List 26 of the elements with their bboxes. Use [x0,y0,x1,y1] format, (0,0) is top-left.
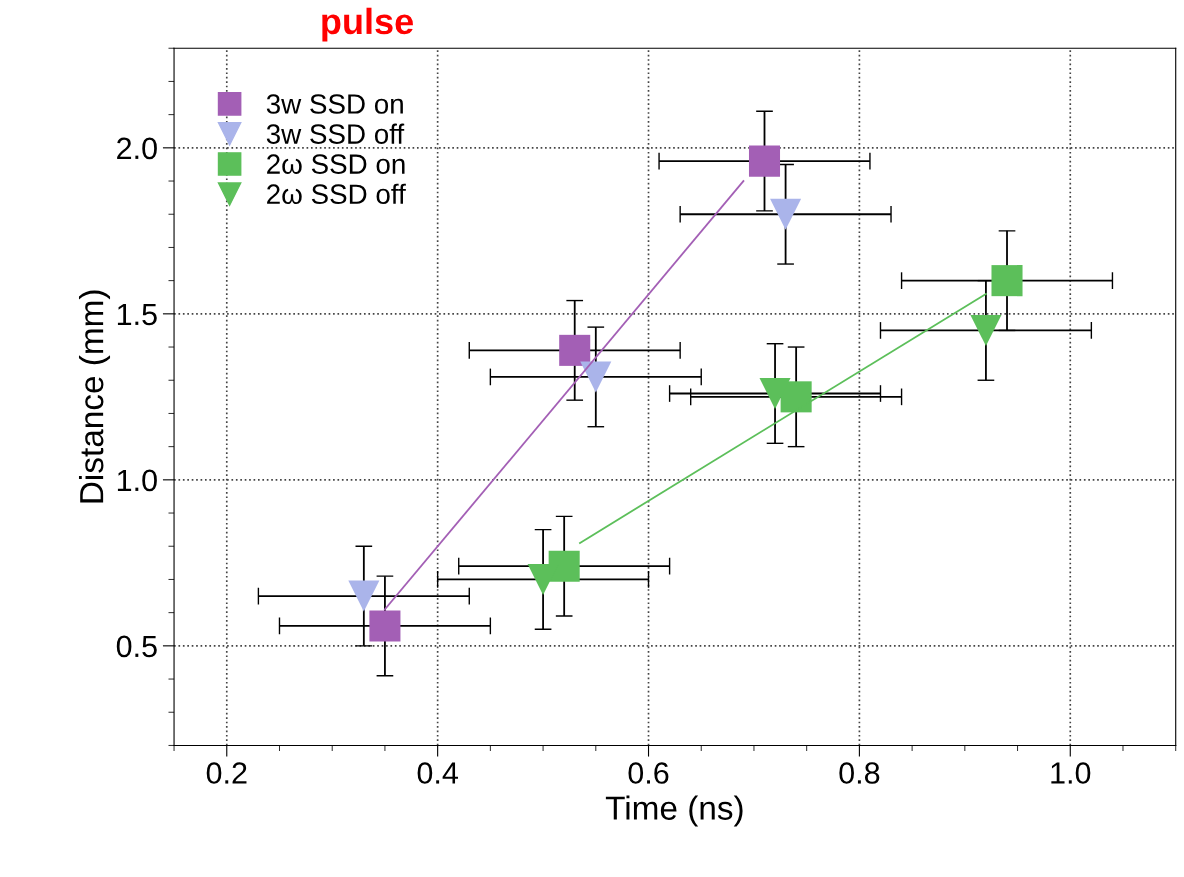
legend-label: 2ω SSD off [267,183,406,205]
point [759,377,791,410]
y-tick-label: 0.5 [116,635,157,658]
legend-label: 3w SSD off [266,123,405,144]
y-axis-title: Distance (mm) [78,290,111,503]
point [580,361,612,393]
point [559,334,591,366]
legend-label: 3w SSD on [266,94,403,114]
text: pulse [322,7,413,42]
x-tick-label: 0.4 [417,762,458,784]
point [369,610,401,642]
x-axis-title: Time (ns) [605,795,743,827]
y-tick-label: 2.0 [117,137,157,160]
point [348,580,380,612]
x-tick-label: 0.2 [206,762,247,784]
point [770,198,802,230]
point [748,145,781,177]
point [548,550,580,582]
point [991,265,1023,297]
x-tick-label: 0.6 [628,762,669,784]
x-tick-label: 1.0 [1051,762,1091,784]
x-tick-label: 0.8 [839,762,880,784]
y-tick-label: 1.0 [117,469,157,492]
point [970,314,1002,346]
legend-label: 2ω SSD on [267,154,405,174]
y-tick-label: 1.5 [117,303,157,326]
